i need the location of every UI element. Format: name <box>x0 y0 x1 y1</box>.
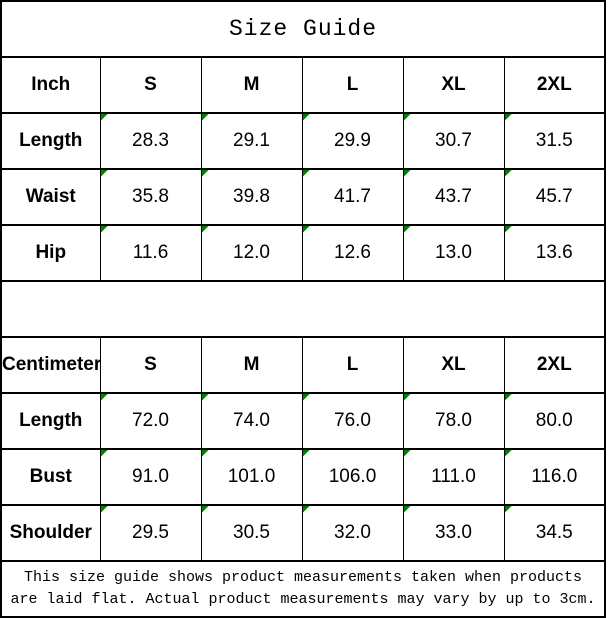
size-value-cell: 74.0 <box>200 392 303 450</box>
size-value-cell: 80.0 <box>503 392 606 450</box>
size-column-header-xl: XL <box>402 56 505 114</box>
table-row-length-cm: Length 72.0 74.0 76.0 78.0 80.0 <box>0 392 606 450</box>
size-value-cell: 39.8 <box>200 168 303 226</box>
size-value-cell: 30.7 <box>402 112 505 170</box>
table-row-length-inch: Length 28.3 29.1 29.9 30.7 31.5 <box>0 112 606 170</box>
centimeter-header-row: Centimeter S M L XL 2XL <box>0 336 606 394</box>
table-row-hip-inch: Hip 11.6 12.0 12.6 13.0 13.6 <box>0 224 606 282</box>
table-row-shoulder-cm: Shoulder 29.5 30.5 32.0 33.0 34.5 <box>0 504 606 562</box>
row-label-length: Length <box>0 392 101 450</box>
size-value-cell: 91.0 <box>99 448 202 506</box>
size-value-cell: 106.0 <box>301 448 404 506</box>
size-column-header-m: M <box>200 56 303 114</box>
size-value-cell: 13.6 <box>503 224 606 282</box>
size-value-cell: 12.6 <box>301 224 404 282</box>
size-value-cell: 13.0 <box>402 224 505 282</box>
unit-header-inch: Inch <box>0 56 101 114</box>
size-value-cell: 35.8 <box>99 168 202 226</box>
size-column-header-s: S <box>99 336 202 394</box>
size-column-header-l: L <box>301 56 404 114</box>
footnote-row: This size guide shows product measuremen… <box>0 560 606 618</box>
size-value-cell: 33.0 <box>402 504 505 562</box>
spacer-cell <box>0 280 606 338</box>
size-value-cell: 29.9 <box>301 112 404 170</box>
row-label-waist: Waist <box>0 168 101 226</box>
size-column-header-s: S <box>99 56 202 114</box>
size-value-cell: 12.0 <box>200 224 303 282</box>
size-column-header-xl: XL <box>402 336 505 394</box>
size-value-cell: 41.7 <box>301 168 404 226</box>
size-value-cell: 116.0 <box>503 448 606 506</box>
size-value-cell: 101.0 <box>200 448 303 506</box>
size-value-cell: 72.0 <box>99 392 202 450</box>
size-value-cell: 43.7 <box>402 168 505 226</box>
row-label-hip: Hip <box>0 224 101 282</box>
title-row: Size Guide <box>0 0 606 58</box>
row-label-shoulder: Shoulder <box>0 504 101 562</box>
size-column-header-2xl: 2XL <box>503 336 606 394</box>
size-value-cell: 34.5 <box>503 504 606 562</box>
unit-header-centimeter: Centimeter <box>0 336 101 394</box>
inch-header-row: Inch S M L XL 2XL <box>0 56 606 114</box>
size-value-cell: 111.0 <box>402 448 505 506</box>
table-row-waist-inch: Waist 35.8 39.8 41.7 43.7 45.7 <box>0 168 606 226</box>
footnote-line-1: This size guide shows product measuremen… <box>23 568 583 586</box>
footnote: This size guide shows product measuremen… <box>0 560 606 618</box>
size-value-cell: 11.6 <box>99 224 202 282</box>
size-value-cell: 78.0 <box>402 392 505 450</box>
size-value-cell: 28.3 <box>99 112 202 170</box>
size-value-cell: 29.5 <box>99 504 202 562</box>
row-label-length: Length <box>0 112 101 170</box>
size-value-cell: 45.7 <box>503 168 606 226</box>
size-value-cell: 29.1 <box>200 112 303 170</box>
footnote-line-2: are laid flat. Actual product measuremen… <box>10 591 596 608</box>
size-value-cell: 32.0 <box>301 504 404 562</box>
size-value-cell: 31.5 <box>503 112 606 170</box>
size-column-header-m: M <box>200 336 303 394</box>
row-label-bust: Bust <box>0 448 101 506</box>
spacer-row <box>0 280 606 338</box>
size-value-cell: 30.5 <box>200 504 303 562</box>
size-column-header-2xl: 2XL <box>503 56 606 114</box>
size-value-cell: 76.0 <box>301 392 404 450</box>
table-row-bust-cm: Bust 91.0 101.0 106.0 111.0 116.0 <box>0 448 606 506</box>
page-title: Size Guide <box>0 0 606 58</box>
size-column-header-l: L <box>301 336 404 394</box>
